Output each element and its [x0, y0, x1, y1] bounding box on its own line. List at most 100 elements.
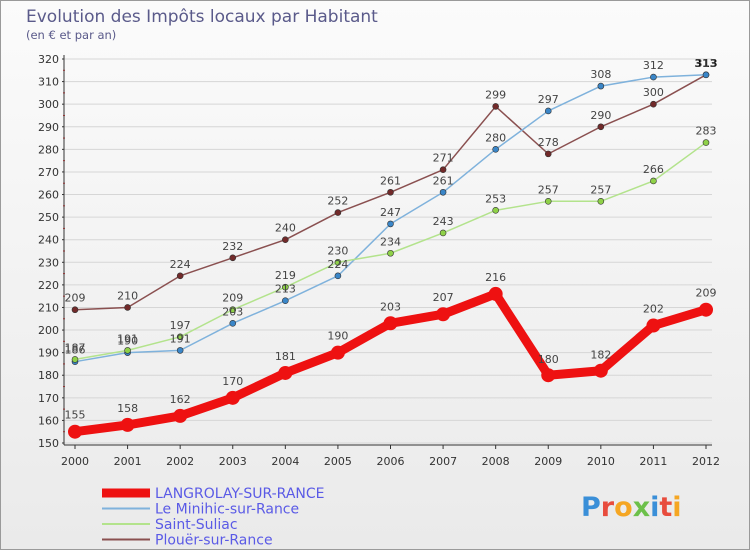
data-label: 202 — [643, 303, 664, 316]
data-point — [176, 333, 184, 341]
data-point — [488, 286, 503, 301]
proxiti-logo: Proxiti — [581, 492, 682, 523]
data-point — [593, 363, 608, 378]
data-label: 207 — [433, 291, 454, 304]
data-point — [492, 103, 499, 110]
data-label: 158 — [117, 402, 138, 415]
data-point — [225, 390, 240, 405]
data-point — [544, 198, 552, 205]
y-tick-label: 160 — [38, 414, 59, 427]
y-tick-label: 190 — [38, 347, 59, 360]
data-label: 170 — [222, 375, 243, 388]
data-label: 313 — [695, 57, 718, 70]
data-point — [334, 258, 342, 266]
data-label: 203 — [222, 305, 243, 318]
data-label: 261 — [380, 174, 401, 187]
data-point — [71, 306, 79, 314]
data-point — [702, 139, 710, 146]
logo-text: Proxiti — [581, 492, 682, 523]
chart-title: Evolution des Impôts locaux par Habitant — [26, 7, 378, 27]
y-tick-label: 210 — [38, 301, 59, 314]
data-label: 297 — [538, 93, 559, 106]
data-label: 213 — [275, 283, 296, 296]
x-tick-label: 2001 — [114, 455, 142, 468]
data-label: 230 — [327, 244, 348, 257]
x-tick-label: 2006 — [377, 455, 405, 468]
y-tick-label: 200 — [38, 324, 59, 337]
data-label: 209 — [222, 292, 243, 305]
data-label: 247 — [380, 206, 401, 219]
data-point — [229, 254, 237, 262]
data-label: 190 — [327, 330, 348, 343]
data-point — [334, 209, 342, 216]
series-line — [70, 289, 711, 437]
data-label: 209 — [65, 292, 86, 305]
x-tick-label: 2012 — [692, 455, 720, 468]
y-tick-label: 180 — [38, 369, 59, 382]
x-tick-label: 2009 — [534, 455, 562, 468]
data-label: 155 — [65, 409, 86, 422]
data-point — [334, 272, 342, 280]
data-point — [699, 302, 713, 317]
data-point — [650, 177, 657, 185]
data-point — [124, 347, 131, 354]
data-label: 290 — [590, 109, 611, 122]
data-label: 210 — [117, 289, 138, 302]
data-label: 197 — [170, 319, 191, 332]
legend-label: LANGROLAY-SUR-RANCE — [155, 486, 325, 502]
y-tick-label: 240 — [38, 234, 59, 247]
y-tick-label: 270 — [38, 166, 59, 179]
data-label: 257 — [590, 183, 611, 196]
data-label: 266 — [643, 163, 664, 176]
x-tick-label: 2011 — [639, 455, 667, 468]
data-point — [176, 347, 184, 354]
data-point — [278, 365, 293, 380]
data-point — [544, 107, 552, 115]
data-point — [436, 307, 451, 322]
data-label: 191 — [117, 332, 138, 345]
legend-label: Le Minihic-sur-Rance — [155, 502, 299, 518]
data-label: 187 — [65, 341, 86, 354]
data-point — [439, 229, 447, 237]
data-point — [176, 272, 184, 280]
data-point — [282, 236, 289, 244]
x-tick-label: 2007 — [429, 455, 457, 468]
data-point — [597, 82, 605, 90]
data-label: 234 — [380, 235, 401, 248]
data-label: 182 — [590, 349, 611, 362]
data-label: 280 — [485, 131, 506, 144]
data-label: 219 — [275, 269, 296, 282]
data-point — [383, 316, 398, 331]
data-point — [71, 356, 79, 363]
y-tick-label: 320 — [38, 53, 59, 66]
x-tick-label: 2010 — [587, 455, 615, 468]
series-lines — [68, 71, 713, 439]
data-point — [120, 417, 135, 432]
data-label: 181 — [275, 350, 296, 363]
data-point — [492, 146, 499, 153]
data-point — [646, 318, 661, 333]
data-point — [492, 207, 499, 214]
y-axis: 150 160 170 180 190 200 210 220 230 240 250 260 270 2… — [38, 53, 65, 450]
y-tick-label: 300 — [38, 98, 59, 111]
y-tick-label: 230 — [38, 256, 59, 269]
data-label: 224 — [327, 258, 348, 271]
data-point — [387, 220, 394, 228]
data-point — [282, 283, 289, 291]
data-point — [330, 345, 345, 360]
y-tick-label: 250 — [38, 211, 59, 224]
data-label: 209 — [696, 287, 717, 300]
data-label: 257 — [538, 183, 559, 196]
x-tick-label: 2004 — [271, 455, 299, 468]
data-label: 299 — [485, 88, 506, 101]
data-label: 278 — [538, 136, 559, 149]
data-label: 216 — [485, 271, 506, 284]
y-tick-label: 280 — [38, 143, 59, 156]
x-tick-label: 2002 — [166, 455, 194, 468]
data-point — [541, 368, 556, 383]
data-point — [387, 249, 394, 257]
data-point — [387, 188, 394, 196]
data-point — [229, 319, 237, 327]
data-label: 224 — [170, 258, 191, 271]
